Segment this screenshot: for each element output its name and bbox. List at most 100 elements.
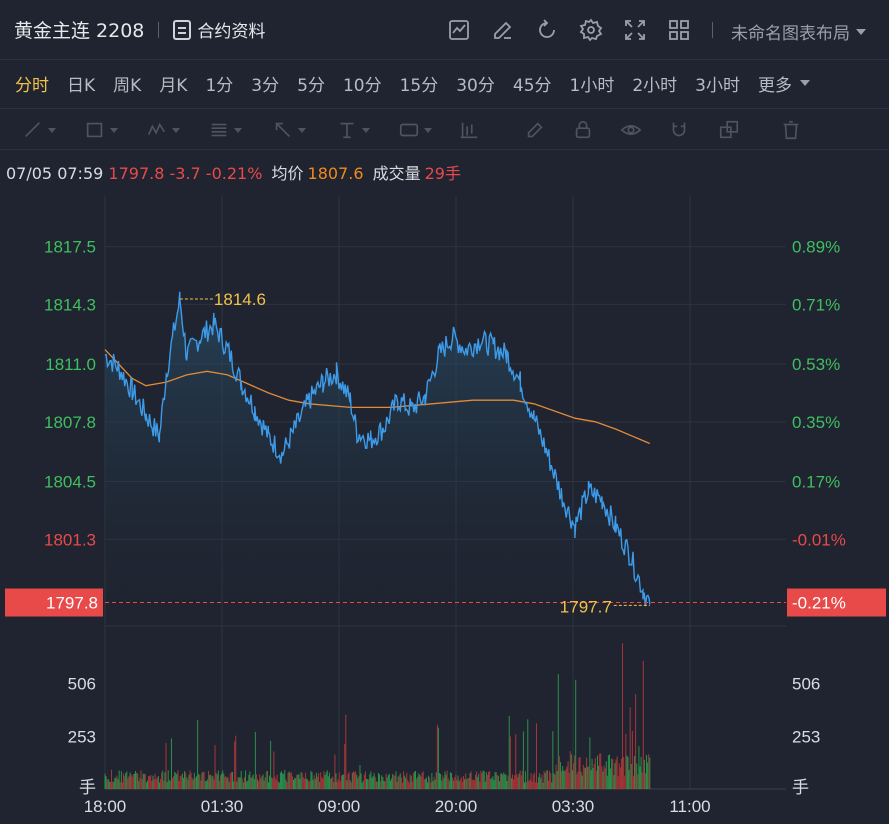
period-tab[interactable]: 分时: [15, 75, 49, 96]
trash-icon: [783, 120, 799, 140]
arrow-tool[interactable]: [272, 118, 306, 142]
x-tick: 18:00: [84, 797, 127, 816]
settings-icon[interactable]: [575, 14, 607, 46]
trash-tool[interactable]: [780, 118, 802, 142]
period-tab[interactable]: 45分: [512, 75, 552, 96]
lock-tool[interactable]: [572, 118, 594, 142]
quote-change: -3.7: [169, 164, 201, 183]
chevron-down-icon: [424, 127, 432, 133]
wave-icon: [147, 122, 166, 135]
price-area: [105, 291, 650, 626]
brush-icon: [527, 122, 543, 138]
lock-icon: [575, 120, 591, 139]
volume-value: 29手: [424, 164, 461, 183]
y-tick-left: 1817.5: [44, 238, 96, 257]
y-tick-left: 1811.0: [45, 355, 96, 374]
chevron-down-icon: [856, 28, 866, 35]
period-tab[interactable]: 1小时: [569, 75, 615, 96]
clone-tool[interactable]: [718, 118, 740, 142]
contract-info-label: 合约资料: [197, 22, 266, 42]
volume-unit-left: 手: [79, 778, 96, 797]
period-tab[interactable]: 日K: [67, 75, 96, 96]
magnet-tool[interactable]: [668, 118, 690, 142]
document-icon: [173, 19, 192, 40]
volume-tick-right: 253: [792, 727, 820, 746]
current-price-label: 1797.8: [46, 594, 98, 613]
period-tab[interactable]: 1分: [205, 75, 234, 96]
high-marker-label: 1814.6: [214, 290, 266, 309]
volume-tick-left: 506: [68, 675, 96, 694]
x-tick: 03:30: [552, 797, 595, 816]
more-periods-label: 更多: [758, 75, 792, 96]
clone-icon: [719, 120, 739, 139]
chevron-down-icon: [362, 127, 370, 133]
bar-pattern-tool[interactable]: [458, 118, 480, 142]
current-price-badge: [5, 588, 103, 617]
y-tick-left: 1804.5: [44, 472, 96, 491]
price-area-fill: [105, 291, 650, 626]
chevron-down-icon: [172, 127, 180, 133]
low-marker-label: 1797.7: [560, 597, 612, 616]
period-tab[interactable]: 周K: [113, 75, 142, 96]
bar-pattern-icon: [460, 122, 478, 139]
y-tick-right: 0.53%: [792, 355, 840, 374]
x-tick: 11:00: [669, 797, 710, 816]
rectangle-tool[interactable]: [84, 118, 118, 142]
chevron-down-icon: [48, 127, 56, 133]
layout-label: 未命名图表布局: [731, 24, 850, 44]
header-bar: 黄金主连 2208 合约资料: [0, 0, 889, 60]
volume-tick-left: 253: [68, 727, 96, 746]
avg-price-value: 1807.6: [307, 164, 364, 183]
layout-select[interactable]: 未命名图表布局: [731, 19, 866, 44]
quote-info-line: 07/05 07:59 1797.8 -3.7 -0.21% 均价 1807.6 …: [6, 160, 461, 184]
period-tab[interactable]: 10分: [342, 75, 382, 96]
rectangle-icon: [86, 122, 103, 138]
y-tick-left: 1801.3: [44, 530, 96, 549]
avg-price-label: 均价: [271, 164, 304, 183]
magnet-icon: [672, 122, 686, 137]
y-tick-left: 1814.3: [44, 295, 96, 314]
grid-layout-icon[interactable]: [663, 14, 695, 46]
period-tab[interactable]: 月K: [159, 75, 188, 96]
chart-type-icon[interactable]: [443, 14, 475, 46]
y-tick-left: 1807.8: [44, 413, 96, 432]
chart-lines: 1814.6 1797.7: [104, 290, 786, 616]
x-tick: 01:30: [201, 797, 244, 816]
contract-info-button[interactable]: 合约资料: [173, 17, 265, 42]
chevron-down-icon: [234, 127, 242, 133]
y-tick-right: -0.01%: [792, 530, 846, 549]
eye-tool[interactable]: [620, 118, 642, 142]
quote-change-pct: -0.21%: [205, 164, 263, 183]
x-tick: 09:00: [318, 797, 361, 816]
instrument-title: 黄金主连 2208: [14, 20, 145, 42]
more-periods-button[interactable]: 更多: [758, 71, 810, 96]
text-icon: [340, 122, 354, 139]
trend-line-tool[interactable]: [22, 118, 56, 142]
volume-label: 成交量: [372, 164, 421, 183]
period-tab[interactable]: 15分: [399, 75, 439, 96]
axis-labels: 1817.5 1814.3 1811.0 1807.8 1804.5 1801.3 0.89…: [5, 238, 886, 816]
chevron-down-icon: [800, 80, 810, 86]
header-toolbar: [443, 14, 695, 46]
period-tab[interactable]: 2小时: [632, 75, 678, 96]
edit-icon[interactable]: [487, 14, 519, 46]
label-tool[interactable]: [398, 118, 432, 142]
brush-tool[interactable]: [524, 118, 546, 142]
x-tick: 20:00: [435, 797, 478, 816]
layout-divider: [712, 22, 713, 38]
wave-tool[interactable]: [146, 118, 180, 142]
fullscreen-icon[interactable]: [619, 14, 651, 46]
fib-tool[interactable]: [208, 118, 242, 142]
period-tab[interactable]: 30分: [456, 75, 495, 96]
current-pct-badge: [787, 588, 886, 617]
quote-datetime: 07/05 07:59: [6, 164, 104, 183]
drawing-toolbar: [0, 108, 889, 150]
intraday-chart[interactable]: 1814.6 1797.7 1817.5 1814.3 1811.0 1807.8 180…: [0, 186, 889, 824]
period-tab[interactable]: 5分: [297, 75, 325, 96]
period-tab[interactable]: 3小时: [695, 75, 740, 96]
fib-icon: [211, 123, 227, 137]
refresh-icon[interactable]: [531, 14, 563, 46]
text-tool[interactable]: [336, 118, 370, 142]
period-tab[interactable]: 3分: [251, 75, 280, 96]
chevron-down-icon: [298, 127, 306, 133]
